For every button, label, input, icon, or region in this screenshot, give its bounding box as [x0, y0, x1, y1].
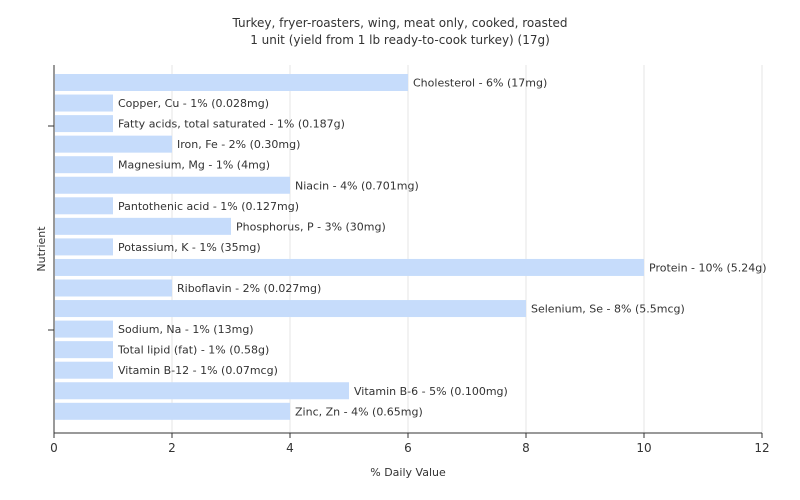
bar [55, 341, 113, 359]
x-tick-label: 10 [636, 441, 651, 455]
bar [55, 258, 644, 276]
bar [55, 115, 113, 133]
x-tick-label: 6 [404, 441, 412, 455]
y-axis-label: Nutrient [35, 226, 48, 272]
bar-value-label: Fatty acids, total saturated - 1% (0.187… [118, 118, 345, 131]
x-tick-label: 2 [168, 441, 176, 455]
bar-value-label: Sodium, Na - 1% (13mg) [118, 323, 254, 336]
bar-value-label: Cholesterol - 6% (17mg) [413, 77, 547, 90]
bar-value-label: Niacin - 4% (0.701mg) [295, 179, 419, 192]
bar [55, 197, 113, 215]
bar-value-label: Phosphorus, P - 3% (30mg) [236, 220, 386, 233]
x-tick-label: 8 [522, 441, 530, 455]
bar-value-label: Iron, Fe - 2% (0.30mg) [177, 138, 300, 151]
bar [55, 320, 113, 338]
bar [55, 279, 172, 297]
bar-value-label: Total lipid (fat) - 1% (0.58g) [117, 344, 269, 357]
bar [55, 402, 290, 420]
x-axis-label: % Daily Value [370, 466, 446, 479]
x-tick-label: 12 [754, 441, 769, 455]
bar [55, 238, 113, 256]
bar [55, 217, 231, 235]
bar [55, 94, 113, 112]
bar-value-label: Vitamin B-12 - 1% (0.07mcg) [118, 364, 278, 377]
bar-value-label: Selenium, Se - 8% (5.5mcg) [531, 303, 685, 316]
x-tick-label: 4 [286, 441, 294, 455]
bar-value-label: Riboflavin - 2% (0.027mg) [177, 282, 321, 295]
bar-value-label: Pantothenic acid - 1% (0.127mg) [118, 200, 299, 213]
bar-value-label: Potassium, K - 1% (35mg) [118, 241, 261, 254]
bars: Cholesterol - 6% (17mg) Copper, Cu - 1% (… [55, 74, 767, 420]
bar [55, 74, 408, 91]
chart-title: Turkey, fryer-roasters, wing, meat only,… [231, 16, 567, 30]
bar-value-label: Vitamin B-6 - 5% (0.100mg) [354, 385, 508, 398]
bar [55, 176, 290, 194]
x-axis-ticks: 0 2 4 6 8 10 12 [50, 433, 770, 455]
bar [55, 156, 113, 174]
bar [55, 300, 526, 318]
bar [55, 382, 349, 400]
bar [55, 361, 113, 379]
gridlines [171, 65, 763, 433]
bar-value-label: Protein - 10% (5.24g) [649, 261, 767, 274]
bar-value-label: Copper, Cu - 1% (0.028mg) [118, 97, 269, 110]
bar [55, 135, 172, 153]
chart-subtitle: 1 unit (yield from 1 lb ready-to-cook tu… [250, 33, 550, 47]
bar-value-label: Zinc, Zn - 4% (0.65mg) [295, 405, 423, 418]
x-tick-label: 0 [50, 441, 58, 455]
bar-value-label: Magnesium, Mg - 1% (4mg) [118, 159, 270, 172]
